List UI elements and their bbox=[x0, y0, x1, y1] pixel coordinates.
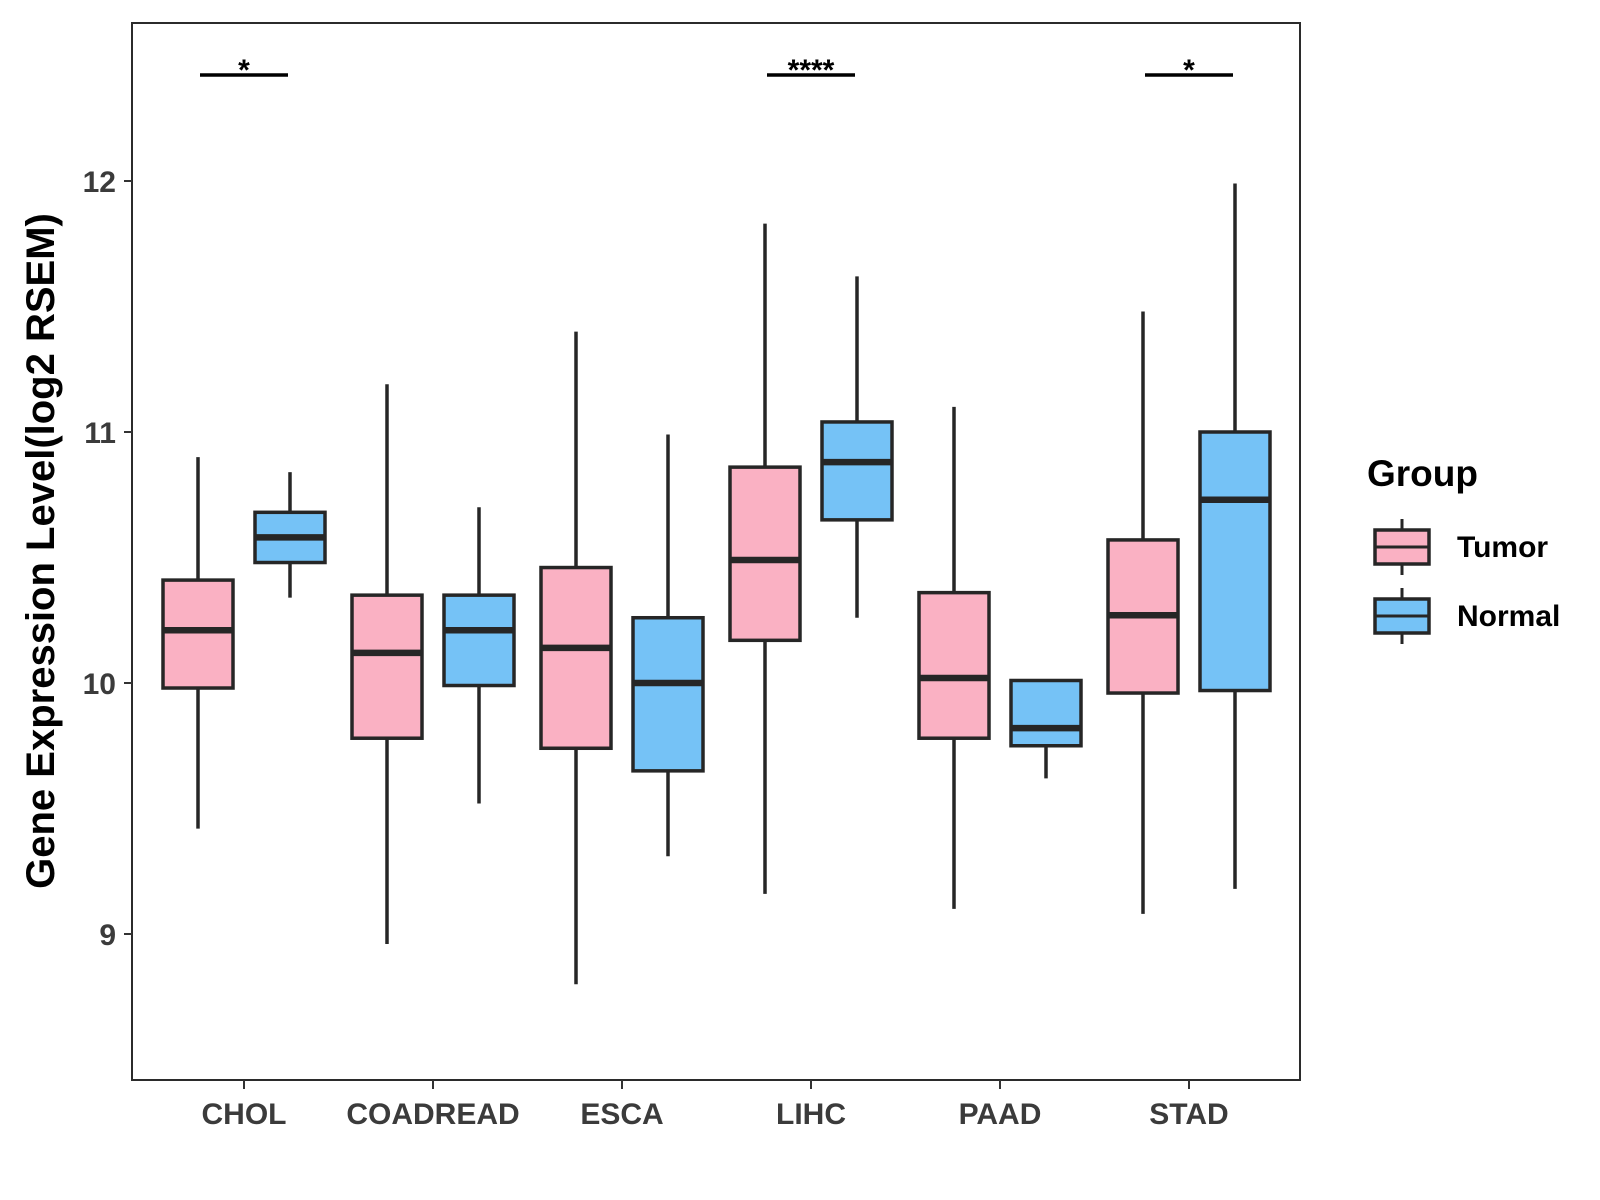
box-normal-chol bbox=[253, 472, 327, 598]
x-tick-label: PAAD bbox=[959, 1098, 1042, 1131]
y-tick-label: 12 bbox=[83, 166, 116, 199]
x-tick-label: LIHC bbox=[776, 1098, 846, 1131]
box-tumor-coadread bbox=[350, 384, 424, 945]
y-tick-label: 9 bbox=[99, 919, 116, 952]
box-tumor-paad bbox=[917, 406, 991, 909]
significance-label: * bbox=[238, 54, 250, 87]
box-tumor-stad bbox=[1106, 311, 1180, 914]
box-iqr bbox=[539, 565, 613, 751]
legend-title: Group bbox=[1367, 453, 1478, 494]
significance-label: **** bbox=[788, 54, 835, 87]
x-tick-label: STAD bbox=[1149, 1098, 1228, 1131]
x-tick-label: ESCA bbox=[580, 1098, 663, 1131]
box-iqr bbox=[350, 593, 424, 740]
box-normal-paad bbox=[1009, 678, 1083, 779]
box-tumor-esca bbox=[539, 331, 613, 985]
box-iqr bbox=[1009, 678, 1083, 748]
box-iqr bbox=[728, 465, 802, 643]
legend-label: Normal bbox=[1457, 600, 1560, 633]
x-tick-label: CHOL bbox=[202, 1098, 287, 1131]
box-iqr bbox=[820, 420, 894, 522]
y-tick-label: 11 bbox=[84, 417, 116, 450]
box-tumor-lihc bbox=[728, 223, 802, 894]
legend: Group Tumor Normal bbox=[1367, 453, 1560, 644]
significance-annotations: * **** * bbox=[200, 54, 1233, 87]
box-iqr bbox=[1198, 430, 1272, 693]
box-iqr bbox=[917, 590, 991, 740]
significance-stad: * bbox=[1145, 54, 1233, 87]
box-normal-coadread bbox=[442, 507, 516, 804]
box-iqr bbox=[442, 593, 516, 688]
box-normal-esca bbox=[631, 434, 705, 857]
y-tick-label: 10 bbox=[83, 668, 116, 701]
legend-item-normal: Normal bbox=[1373, 588, 1560, 644]
box-tumor-chol bbox=[161, 457, 235, 829]
box-iqr bbox=[161, 578, 235, 690]
legend-item-tumor: Tumor bbox=[1373, 519, 1548, 575]
box-iqr bbox=[631, 615, 705, 773]
significance-label: * bbox=[1183, 54, 1195, 87]
significance-lihc: **** bbox=[767, 54, 855, 87]
x-axis: CHOL COADREAD ESCA LIHC PAAD STAD bbox=[202, 1080, 1229, 1131]
y-axis-title: Gene Expression Level(log2 RSEM) bbox=[19, 213, 63, 889]
box-normal-stad bbox=[1198, 183, 1272, 889]
y-axis: 9 10 11 12 bbox=[83, 166, 132, 952]
box-series bbox=[161, 183, 1272, 985]
significance-chol: * bbox=[200, 54, 288, 87]
box-normal-lihc bbox=[820, 276, 894, 618]
legend-label: Tumor bbox=[1457, 531, 1548, 564]
x-tick-label: COADREAD bbox=[346, 1098, 519, 1131]
